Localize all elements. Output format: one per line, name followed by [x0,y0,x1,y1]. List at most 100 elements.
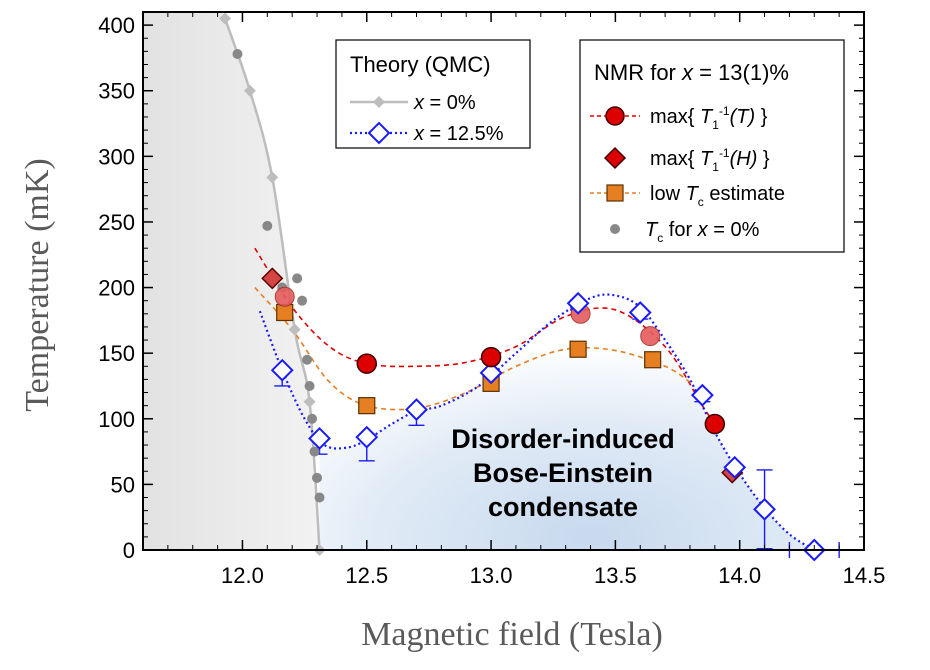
legend-maxT-label: max{ T1-1(T) } [650,104,768,132]
legend-lowTc-pre: low [650,183,686,205]
qmc_x0-point [303,395,316,408]
nmr_maxT-point [704,413,726,435]
axis-ticks: 12.0 12.5 13.0 13.5 14.0 14.5 0 50 100 150 200 250 3… [98,12,885,588]
normal-phase-region [143,12,320,550]
shaded-regions [143,12,815,550]
legend-maxH-sub: 1 [712,160,719,174]
y-tick-label: 50 [111,472,135,497]
legend-tc-x0-sub: c [657,231,663,245]
legend-qmc-x125-rest: = 12.5% [424,123,504,145]
legend-qmc-x0-rest: = 0% [424,92,476,114]
tc_x0-point [262,220,273,231]
legend-tc-x0-label: Tc for x = 0% [645,219,760,245]
qmc_x125-point [690,383,714,407]
legend-qmc-x0-label: x = 0% [413,92,476,114]
bec-region-label-line2: Bose-Einstein [473,458,653,488]
tc_x0-point [314,492,325,503]
y-axis-title: Temperature (mK) [19,158,56,411]
low_tc-point [276,303,294,322]
qmc_x125-point [270,358,294,382]
bec-region-label-line3: condensate [488,492,638,522]
legend-maxH-var: T [700,148,714,170]
legend-lowTc-label: low Tc estimate [650,183,785,209]
legend-maxH-sup: -1 [719,146,730,160]
tc_x0-point [302,354,313,365]
tc_x0-point [297,295,308,306]
legend-theory: Theory (QMC) x = 0% x = 12.5% [335,39,531,149]
legend-nmr-title-var: x [681,60,694,85]
legend-theory-title: Theory (QMC) [350,52,491,77]
nmr_maxT-point [480,346,502,368]
x-axis-title: Magnetic field (Tesla) [361,616,663,653]
low_tc-point [569,340,587,358]
y-tick-label: 300 [98,144,135,169]
legend-lowTc-post: estimate [704,183,785,205]
qmc_x0-point [266,171,279,184]
qmc_x125-point [479,361,503,385]
legend-maxT-arg: (T) [730,106,756,128]
plot-frame [142,11,865,551]
qmc_x125-point [753,497,776,521]
tc_x0-point [312,472,323,483]
y-tick-label: 0 [123,538,135,563]
legend-qmc-x0-var: x [413,92,425,114]
legend-nmr-title-pre: NMR for [594,60,682,85]
legend-maxT-post: } [755,106,768,128]
legend-tc-x0-var: T [645,219,659,241]
legend-maxT-sup: -1 [719,104,730,118]
legend-lowTc-marker [606,184,624,202]
qmc_x0-point [288,323,301,336]
legend-tc-x0-post2: = 0% [708,219,760,241]
legend-qmc-x125-label: x = 12.5% [413,123,504,145]
legend-maxH-post: } [757,148,770,170]
nmr_maxH-point [261,267,284,290]
y-tick-label: 250 [98,210,135,235]
tc_x0-point [304,380,315,391]
nmr_maxT_faded-point [274,286,295,307]
bec-region-label-line1: Disorder-induced [451,424,675,454]
legend-maxT-marker [605,106,625,126]
legend-tc-x0-marker [610,224,620,234]
nmr_maxT_faded-point [640,326,661,347]
qmc_x125-point [405,398,428,422]
qmc_x0-point [219,12,232,25]
tc_x0-point [309,446,320,457]
y-tick-label: 200 [98,276,135,301]
legend-maxH-label: max{ T1-1(H) } [650,146,770,174]
bec-region [319,294,815,550]
low_tc-point [358,397,376,415]
legend-maxH-pre: max{ [650,148,700,170]
data-markers [219,12,826,562]
legend-maxT-sub: 1 [712,118,719,132]
y-tick-label: 100 [98,407,135,432]
legend-qmc-x0-marker [373,96,385,108]
legend-nmr-box [579,39,845,253]
x-tick-label: 14.5 [843,563,886,588]
x-tick-label: 12.5 [345,563,388,588]
y-tick-label: 350 [98,79,135,104]
qmc_x0-point [243,84,256,97]
legend-lowTc-sub: c [698,195,704,209]
y-tick-label: 400 [98,13,135,38]
legend-nmr-title-rest: = 13(1)% [693,60,789,85]
legend-theory-box [335,39,531,149]
legend-tc-x0-post: for [663,219,697,241]
legend-maxH-marker [603,146,627,170]
low_tc-point [644,351,662,369]
qmc_x125-point [723,455,747,479]
nmr_maxT-point [356,353,378,374]
fit_qmc125-curve [258,293,815,550]
fit_lowTc-curve [254,287,691,411]
qmc_x125-point [308,427,331,450]
legend-lowTc-var: T [686,183,700,205]
legend-maxH-arg: (H) [730,148,758,170]
legend-tc-x0-var2: x [697,219,709,241]
x-tick-label: 13.5 [594,563,637,588]
legend-maxT-pre: max{ [650,106,700,128]
tc_x0-point [307,413,318,424]
qmc_x125-point [355,425,379,449]
tc_x0-point [292,273,303,284]
legend-nmr: NMR for x = 13(1)% max{ T1-1(T) } max{ T… [579,39,845,253]
legend-maxT-var: T [700,106,714,128]
